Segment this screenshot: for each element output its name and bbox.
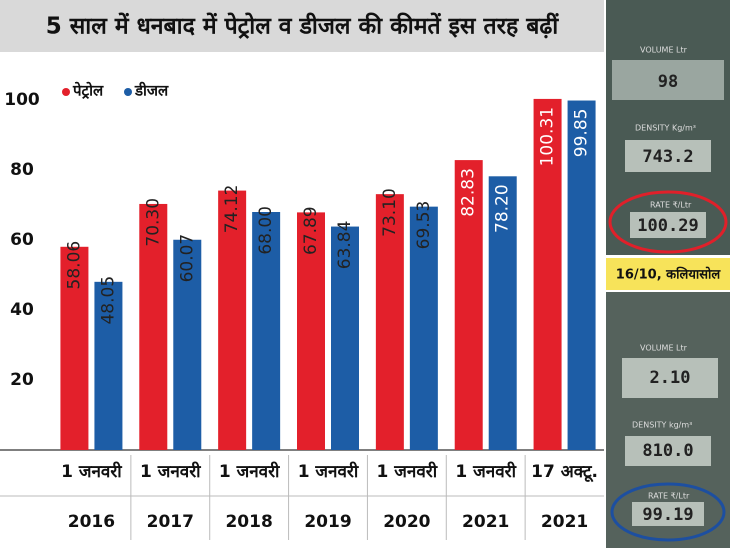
display xyxy=(612,60,724,100)
display xyxy=(622,358,718,398)
x-tick-label: 2018 xyxy=(225,512,272,532)
data-label: 73.10 xyxy=(380,188,400,237)
x-tick-label: 1 जनवरी xyxy=(219,461,280,482)
x-tick-label: 2021 xyxy=(462,512,509,532)
bar xyxy=(488,176,517,451)
data-label: 74.12 xyxy=(222,185,242,234)
caption-box xyxy=(606,258,730,290)
reading: 810.0 xyxy=(642,441,693,461)
legend-label: पेट्रोल xyxy=(72,82,104,100)
bar xyxy=(375,194,404,450)
data-label: 100.31 xyxy=(538,107,558,166)
label: VOLUME Ltr xyxy=(640,46,688,55)
x-tick-label: 1 जनवरी xyxy=(455,461,516,482)
caption: 16/10, कलियासोल xyxy=(616,267,722,283)
reading: 100.29 xyxy=(637,216,698,236)
bar xyxy=(331,226,359,450)
bar xyxy=(218,190,247,450)
x-tick-label: 2019 xyxy=(304,512,351,532)
bar xyxy=(567,100,596,451)
photos: VOLUME Ltr 98 DENSITY Kg/m³ 743.2 RATE ₹… xyxy=(606,0,730,548)
display xyxy=(632,502,704,526)
bar xyxy=(454,160,483,450)
data-label: 48.05 xyxy=(98,276,118,325)
x-tick-label: 2016 xyxy=(68,512,115,532)
data-label: 63.84 xyxy=(335,221,355,270)
bar xyxy=(533,98,562,450)
highlight xyxy=(610,482,726,542)
x-tick-label: 1 जनवरी xyxy=(298,461,359,482)
title-bar xyxy=(0,0,604,52)
x-tick-label: 1 जनवरी xyxy=(377,461,438,482)
x-tick-label: 2021 xyxy=(541,512,588,532)
data-label: 68.00 xyxy=(256,206,276,255)
display xyxy=(625,436,711,466)
y-tick-label: 40 xyxy=(10,300,34,320)
x-tick-label: 1 जनवरी xyxy=(61,461,122,482)
label: RATE ₹/Ltr xyxy=(650,201,692,210)
legend-marker xyxy=(62,88,70,96)
y-tick-label: 20 xyxy=(10,370,34,390)
bar xyxy=(60,246,89,450)
chart-title: 5 साल में धनबाद में पेट्रोल व डीजल की की… xyxy=(46,12,560,40)
reading: 98 xyxy=(658,72,678,92)
x-tick-label: 17 अक्टू. xyxy=(531,462,598,483)
x-tick-label: 1 जनवरी xyxy=(140,461,201,482)
legend-label: डीजल xyxy=(134,82,169,100)
bar xyxy=(94,281,123,450)
display xyxy=(630,212,706,238)
legend-marker xyxy=(124,88,132,96)
bar xyxy=(139,203,168,450)
reading: 99.19 xyxy=(642,505,693,525)
reading: 743.2 xyxy=(642,147,693,167)
data-label: 69.53 xyxy=(414,201,434,250)
data-label: 67.89 xyxy=(301,206,321,255)
bar xyxy=(409,206,438,450)
data-label: 78.20 xyxy=(493,184,513,233)
label: DENSITY kg/m³ xyxy=(632,421,692,430)
data-label: 60.07 xyxy=(177,234,197,283)
y-tick-label: 60 xyxy=(10,230,34,250)
data-label: 82.83 xyxy=(459,168,479,217)
highlight xyxy=(608,190,728,254)
display xyxy=(625,140,711,172)
x-tick-label: 2017 xyxy=(147,512,194,532)
data-label: 58.06 xyxy=(64,241,84,290)
data-label: 99.85 xyxy=(572,109,592,158)
bar xyxy=(173,239,202,450)
y-tick-label: 80 xyxy=(10,160,34,180)
label: DENSITY Kg/m³ xyxy=(635,124,696,133)
label: VOLUME Ltr xyxy=(640,344,688,353)
bar xyxy=(297,212,325,450)
y-tick-label: 100 xyxy=(4,90,40,110)
reading: 2.10 xyxy=(650,368,691,388)
bar xyxy=(252,212,281,450)
data-label: 70.30 xyxy=(143,198,163,247)
x-tick-label: 2020 xyxy=(383,512,430,532)
label: RATE ₹/Ltr xyxy=(648,492,690,501)
